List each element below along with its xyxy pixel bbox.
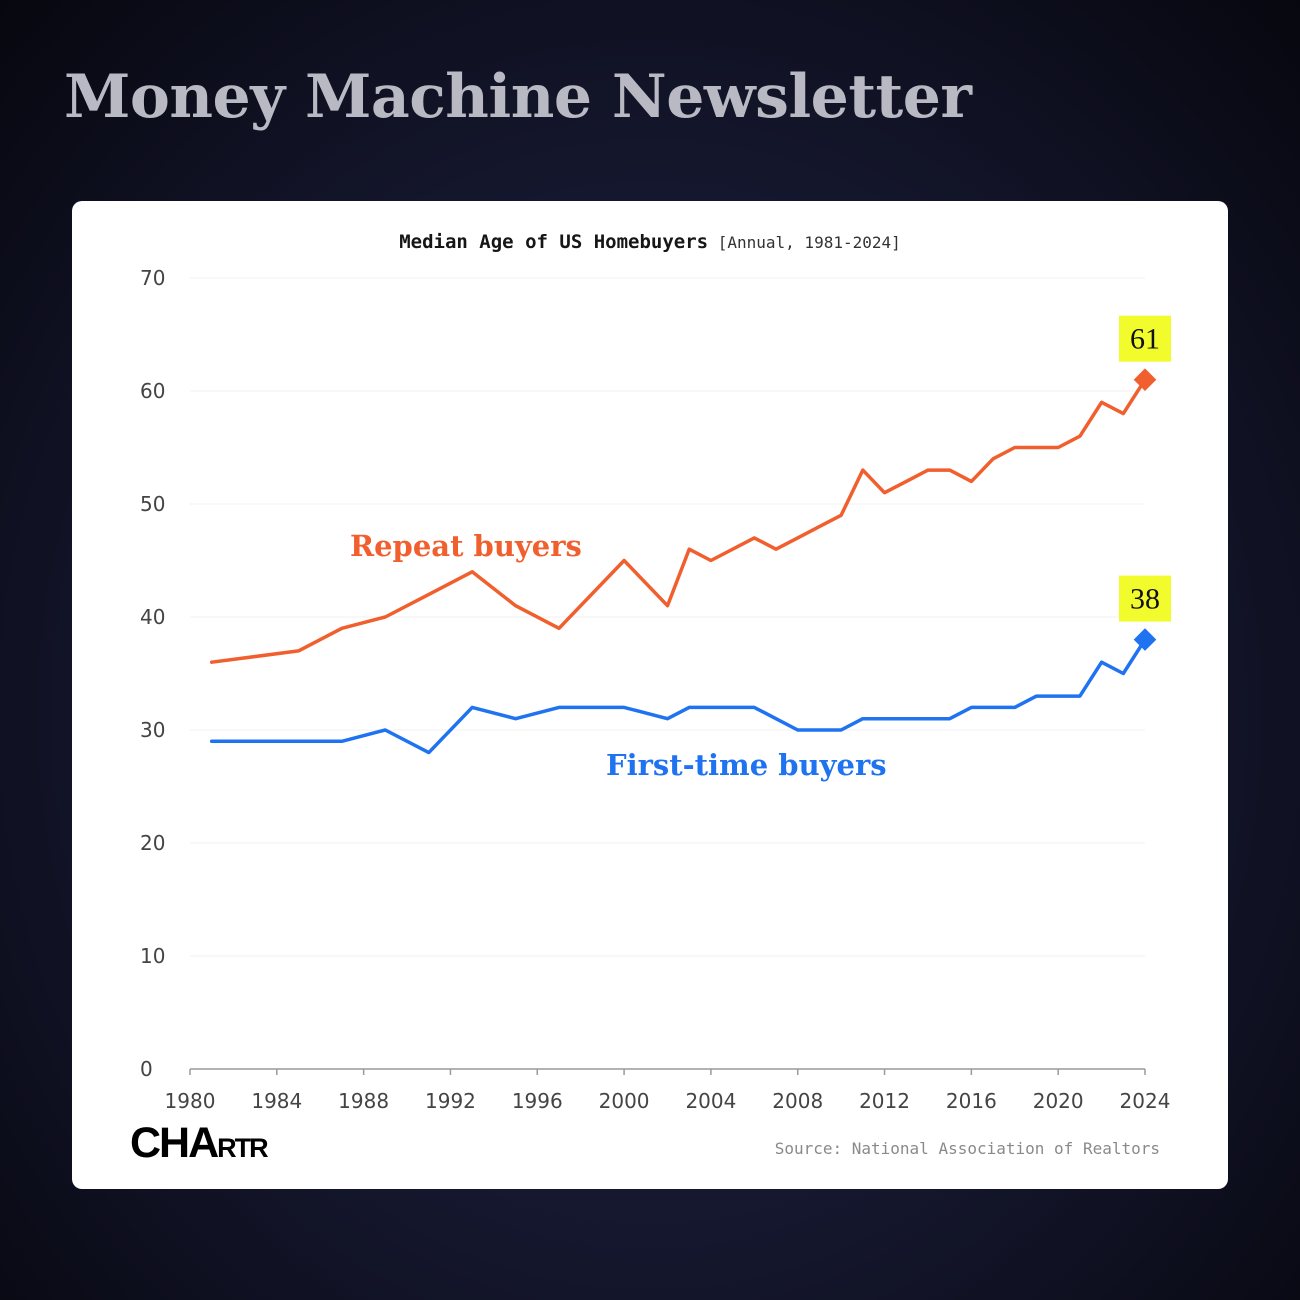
end-label-first-time-buyers: 38 bbox=[1130, 583, 1160, 616]
source-note: Source: National Association of Realtors bbox=[774, 1139, 1160, 1158]
chartr-logo: CHARTR bbox=[130, 1119, 269, 1167]
series-line-first-time-buyers bbox=[209, 637, 1147, 755]
line-chart: 0 10 20 30 40 50 60 70 1980 1984 1988 1992 1996 2000 2… bbox=[140, 266, 1171, 1113]
x-tick-label-1996: 1996 bbox=[512, 1089, 563, 1113]
series-line-repeat-buyers bbox=[209, 377, 1147, 664]
x-tick-label-1992: 1992 bbox=[425, 1089, 476, 1113]
y-tick-label-50: 50 bbox=[140, 492, 165, 516]
series-label-repeat-buyers: Repeat buyers bbox=[350, 529, 582, 563]
chart-title-main: Median Age of US Homebuyers bbox=[399, 231, 709, 253]
end-marker-first-time-buyers bbox=[1133, 628, 1157, 651]
x-tick-label-2008: 2008 bbox=[772, 1089, 823, 1113]
chart-title-subtitle: [Annual, 1981-2024] bbox=[717, 233, 901, 252]
newsletter-title: Money Machine Newsletter bbox=[64, 62, 972, 132]
end-label-box-repeat-buyers bbox=[1119, 315, 1171, 362]
x-tick-label-2000: 2000 bbox=[599, 1089, 650, 1113]
y-tick-label-60: 60 bbox=[140, 379, 165, 403]
x-tick-label-2012: 2012 bbox=[859, 1089, 910, 1113]
chart-card: Median Age of US Homebuyers [Annual, 198… bbox=[72, 201, 1228, 1189]
x-tick-label-2004: 2004 bbox=[685, 1089, 736, 1113]
end-marker-repeat-buyers bbox=[1133, 368, 1157, 392]
x-tick-label-2016: 2016 bbox=[946, 1089, 997, 1113]
y-tick-label-10: 10 bbox=[140, 944, 165, 968]
y-tick-label-40: 40 bbox=[140, 605, 165, 629]
y-tick-label-20: 20 bbox=[140, 831, 165, 855]
y-tick-label-0: 0 bbox=[140, 1057, 153, 1081]
series-label-first-time-buyers: First-time buyers bbox=[606, 748, 887, 782]
x-tick-label-1984: 1984 bbox=[251, 1089, 302, 1113]
x-tick-label-2024: 2024 bbox=[1120, 1089, 1171, 1113]
end-label-repeat-buyers: 61 bbox=[1130, 323, 1160, 356]
chart-title: Median Age of US Homebuyers [Annual, 198… bbox=[72, 231, 1228, 253]
x-tick-label-1980: 1980 bbox=[165, 1089, 216, 1113]
x-tick-label-1988: 1988 bbox=[338, 1089, 389, 1113]
y-tick-label-30: 30 bbox=[140, 718, 165, 742]
y-tick-label-70: 70 bbox=[140, 266, 165, 290]
x-tick-label-2020: 2020 bbox=[1033, 1089, 1084, 1113]
end-label-box-first-time-buyers bbox=[1119, 575, 1171, 622]
